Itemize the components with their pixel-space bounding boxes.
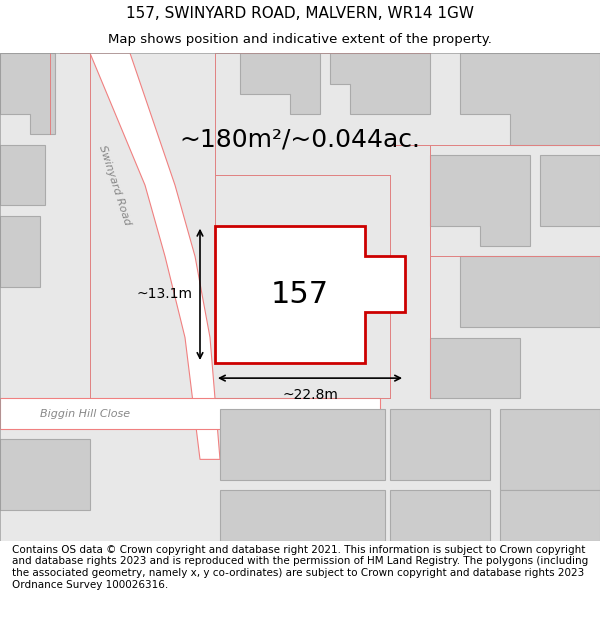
Polygon shape [390,409,490,480]
Text: ~13.1m: ~13.1m [136,288,192,301]
Polygon shape [500,409,600,490]
Polygon shape [0,216,40,287]
Polygon shape [0,144,45,206]
Polygon shape [390,490,490,541]
Text: ~180m²/~0.044ac.: ~180m²/~0.044ac. [179,127,421,151]
Polygon shape [330,53,430,114]
Text: Map shows position and indicative extent of the property.: Map shows position and indicative extent… [108,33,492,46]
Polygon shape [540,154,600,226]
Polygon shape [0,53,55,134]
Polygon shape [0,439,90,510]
Text: Biggin Hill Close: Biggin Hill Close [40,409,130,419]
Polygon shape [460,53,600,144]
Polygon shape [215,226,405,363]
Polygon shape [240,53,320,114]
Text: Swinyard Road: Swinyard Road [97,144,133,226]
Text: 157: 157 [271,280,329,309]
Text: Contains OS data © Crown copyright and database right 2021. This information is : Contains OS data © Crown copyright and d… [12,545,588,589]
Text: 157, SWINYARD ROAD, MALVERN, WR14 1GW: 157, SWINYARD ROAD, MALVERN, WR14 1GW [126,6,474,21]
Polygon shape [460,256,600,328]
Polygon shape [500,490,600,541]
Polygon shape [430,338,520,399]
Text: ~22.8m: ~22.8m [282,388,338,402]
Polygon shape [220,409,385,480]
Polygon shape [60,53,220,459]
Polygon shape [0,399,380,429]
Polygon shape [430,154,530,246]
Polygon shape [220,490,385,541]
